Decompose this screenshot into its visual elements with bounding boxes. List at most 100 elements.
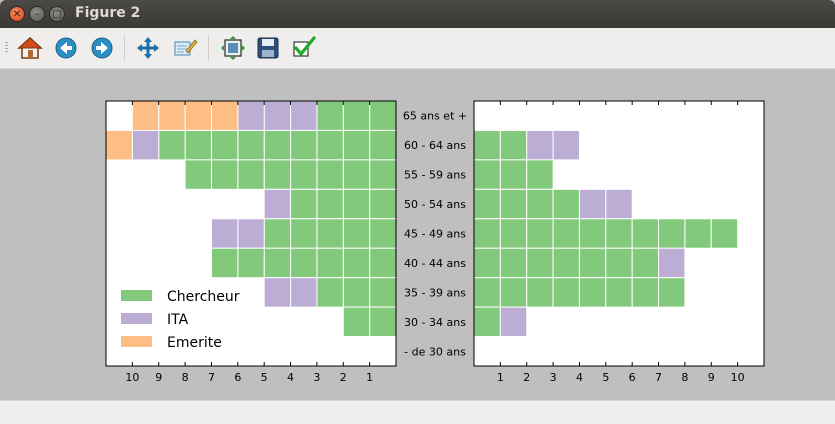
bar-cell-ita: [237, 218, 265, 249]
bar-cell-chercheur: [316, 159, 344, 190]
bar-cell-chercheur: [237, 159, 265, 190]
bar-cell-chercheur: [263, 159, 292, 190]
bar-cell-chercheur: [342, 100, 371, 131]
bar-cell-chercheur: [316, 129, 344, 161]
bar-cell-emerite: [131, 100, 160, 131]
bar-cell-chercheur: [237, 247, 265, 279]
bar-cell-chercheur: [578, 247, 607, 279]
bar-cell-ita: [290, 100, 318, 131]
bar-cell-chercheur: [369, 218, 397, 249]
bar-cell-chercheur: [369, 277, 397, 308]
bar-cell-chercheur: [316, 100, 344, 131]
legend-label: ITA: [167, 312, 189, 328]
plot-frame: [473, 100, 765, 367]
status-bar: [0, 400, 835, 424]
bar-cell-chercheur: [605, 277, 633, 308]
bar-cell-chercheur: [316, 247, 344, 279]
home-icon: [17, 36, 43, 59]
bar-cell-chercheur: [342, 218, 371, 249]
figure-canvas[interactable]: 10 9 8 7 6 5 4 3 2 1 1 2 3 4 5 6 7 8 9 10 65 ans et + 60 - 64…: [0, 69, 835, 400]
bar-cell-chercheur: [342, 247, 371, 279]
bar-cell-chercheur: [552, 188, 580, 220]
category-label: 55 - 59 ans: [404, 169, 466, 182]
bar-cell-chercheur: [290, 247, 318, 279]
minimize-window-button[interactable]: –: [29, 6, 45, 22]
x-tick-label: 4: [287, 371, 294, 384]
save-button[interactable]: [255, 35, 281, 61]
category-label: 65 ans et +: [403, 110, 467, 123]
bar-cell-ita: [263, 277, 292, 308]
edit-button[interactable]: [291, 35, 317, 61]
x-tick-label: 9: [708, 371, 715, 384]
x-tick-label: 4: [576, 371, 583, 384]
bar-cell-chercheur: [210, 129, 239, 161]
bar-cell-chercheur: [499, 218, 528, 249]
x-tick-label: 8: [182, 371, 189, 384]
toolbar-grip[interactable]: [5, 42, 8, 54]
bar-cell-chercheur: [369, 188, 397, 220]
bar-cell-emerite: [105, 129, 133, 161]
bar-cell-chercheur: [526, 247, 554, 279]
bar-cell-ita: [578, 188, 607, 220]
bar-cell-chercheur: [342, 306, 371, 338]
x-tick-label: 6: [629, 371, 636, 384]
bar-cell-chercheur: [658, 277, 686, 308]
back-button[interactable]: [53, 35, 79, 61]
forward-button[interactable]: [89, 35, 115, 61]
zoom-icon: [174, 39, 198, 56]
bar-cell-chercheur: [605, 247, 633, 279]
x-tick-label: 7: [208, 371, 215, 384]
toolbar-separator: [208, 36, 209, 60]
bar-cell-chercheur: [473, 188, 501, 220]
bar-cell-chercheur: [499, 188, 528, 220]
subplots-button[interactable]: [220, 35, 246, 61]
figure-plot: 10 9 8 7 6 5 4 3 2 1 1 2 3 4 5 6 7 8 9 10 65 ans et + 60 - 64…: [105, 100, 765, 384]
bar-cell-chercheur: [263, 218, 292, 249]
bar-cell-chercheur: [552, 218, 580, 249]
bar-cell-chercheur: [473, 218, 501, 249]
bar-cell-chercheur: [473, 277, 501, 308]
legend-label: Chercheur: [167, 289, 240, 305]
x-tick-label: 10: [731, 371, 745, 384]
category-label: 30 - 34 ans: [404, 316, 466, 329]
subplots-icon: [221, 36, 245, 60]
legend-swatch: [121, 290, 152, 301]
x-tick-label: 5: [602, 371, 609, 384]
bar-cell-chercheur: [684, 218, 712, 249]
zoom-button[interactable]: [172, 35, 198, 61]
bar-cell-ita: [131, 129, 160, 161]
bar-cell-chercheur: [316, 188, 344, 220]
bar-cell-ita: [605, 188, 633, 220]
bar-cell-chercheur: [369, 129, 397, 161]
bar-cell-chercheur: [342, 159, 371, 190]
pan-button[interactable]: [135, 35, 161, 61]
bar-cell-chercheur: [631, 218, 660, 249]
x-tick-label: 2: [523, 371, 530, 384]
close-window-button[interactable]: ✕: [9, 6, 25, 22]
bar-cell-ita: [263, 100, 292, 131]
x-tick-label: 3: [550, 371, 557, 384]
bar-cell-ita: [210, 218, 239, 249]
bar-cell-chercheur: [237, 129, 265, 161]
bar-cell-chercheur: [369, 247, 397, 279]
pan-icon: [137, 37, 159, 59]
maximize-window-button[interactable]: □: [49, 6, 65, 22]
save-icon: [257, 37, 279, 59]
toolbar-separator: [124, 36, 125, 60]
bar-cell-chercheur: [605, 218, 633, 249]
x-tick-label: 5: [261, 371, 268, 384]
home-button[interactable]: [17, 35, 43, 61]
x-tick-label: 6: [234, 371, 241, 384]
bar-cell-ita: [658, 247, 686, 279]
bar-cell-chercheur: [552, 247, 580, 279]
bar-cell-chercheur: [290, 218, 318, 249]
bar-cell-chercheur: [210, 159, 239, 190]
plot-frame: [105, 100, 397, 367]
bar-cell-chercheur: [499, 129, 528, 161]
bar-cell-chercheur: [263, 247, 292, 279]
category-label: 45 - 49 ans: [404, 228, 466, 241]
bar-cell-chercheur: [552, 277, 580, 308]
bar-cell-emerite: [158, 100, 186, 131]
bar-cell-emerite: [210, 100, 239, 131]
bar-cell-chercheur: [473, 129, 501, 161]
